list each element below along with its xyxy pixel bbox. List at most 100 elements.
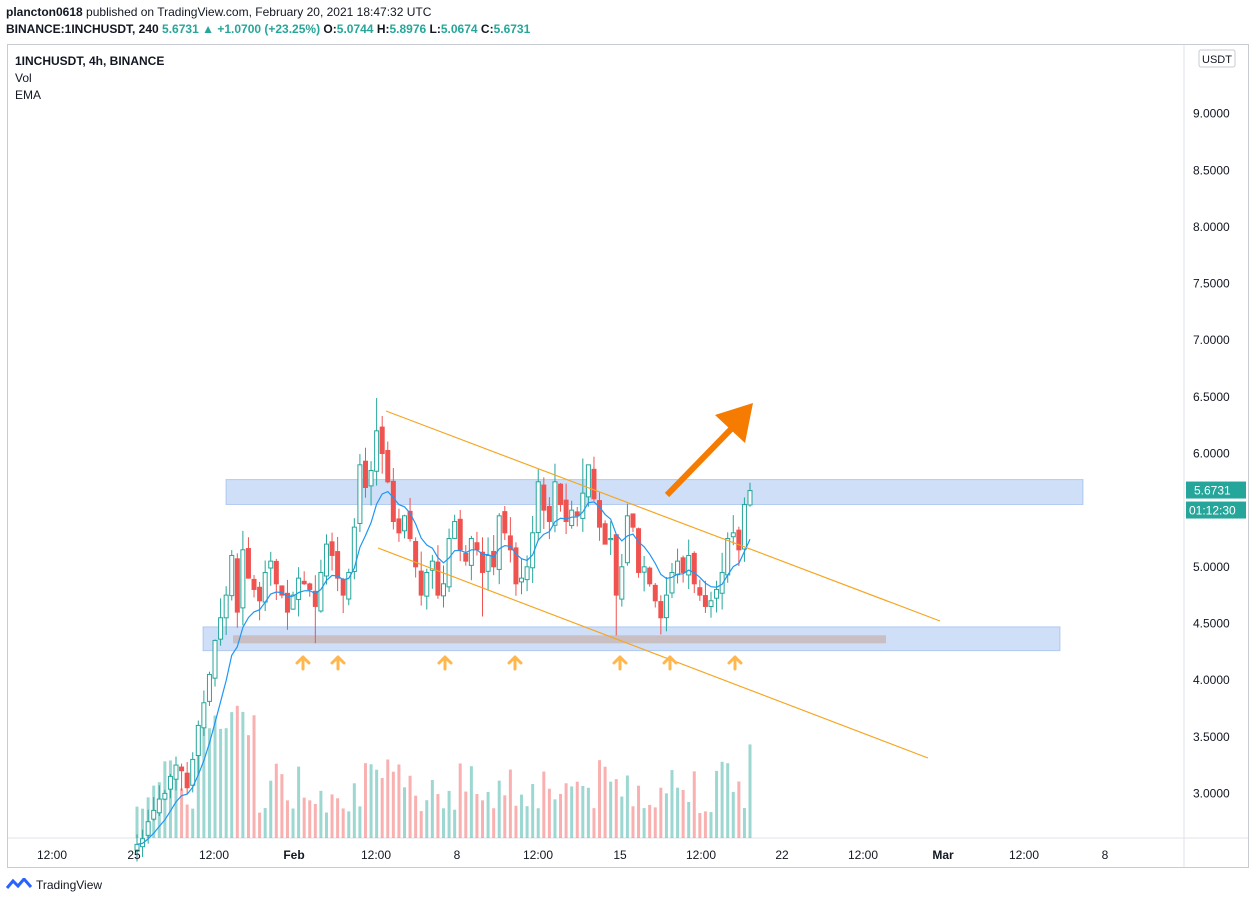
candle-body[interactable] xyxy=(597,500,603,528)
candle-body[interactable] xyxy=(335,551,341,579)
candle-body[interactable] xyxy=(580,492,586,519)
candle-body[interactable] xyxy=(323,543,329,577)
candle-body[interactable] xyxy=(301,580,307,585)
candle-body[interactable] xyxy=(669,571,675,594)
candle-body[interactable] xyxy=(401,515,407,532)
candle-body[interactable] xyxy=(558,483,564,505)
candle-body[interactable] xyxy=(262,571,268,603)
candle-body[interactable] xyxy=(524,566,530,581)
candle-body[interactable] xyxy=(145,821,151,836)
legend-ema[interactable]: EMA xyxy=(15,88,42,102)
candle-body[interactable] xyxy=(357,464,363,524)
candle-body[interactable] xyxy=(591,468,597,500)
candle-body[interactable] xyxy=(429,560,435,571)
candle-body[interactable] xyxy=(284,592,290,613)
candle-body[interactable] xyxy=(201,702,207,729)
candle-body[interactable] xyxy=(206,673,212,702)
candle-body[interactable] xyxy=(245,548,251,579)
candle-body[interactable] xyxy=(647,567,653,585)
candle-body[interactable] xyxy=(502,511,508,534)
candle-body[interactable] xyxy=(675,560,681,576)
candle-body[interactable] xyxy=(652,584,658,602)
candle-body[interactable] xyxy=(546,505,552,522)
candle-body[interactable] xyxy=(418,570,424,596)
candle-body[interactable] xyxy=(151,809,157,820)
candle-body[interactable] xyxy=(195,724,201,757)
candle-body[interactable] xyxy=(218,617,224,640)
candle-body[interactable] xyxy=(630,513,636,528)
candle-body[interactable] xyxy=(362,460,368,488)
candle-body[interactable] xyxy=(613,534,619,596)
candle-body[interactable] xyxy=(374,430,380,472)
candle-body[interactable] xyxy=(641,566,647,573)
candle-body[interactable] xyxy=(725,537,731,576)
candle-body[interactable] xyxy=(368,469,374,487)
candle-body[interactable] xyxy=(346,571,352,600)
candle-body[interactable] xyxy=(318,571,324,612)
candle-body[interactable] xyxy=(686,554,692,576)
candle-body[interactable] xyxy=(446,537,452,588)
candle-body[interactable] xyxy=(585,464,591,498)
currency-badge[interactable] xyxy=(1198,49,1236,68)
candle-body[interactable] xyxy=(574,511,580,517)
candle-body[interactable] xyxy=(435,561,441,596)
candle-body[interactable] xyxy=(379,426,385,455)
candle-body[interactable] xyxy=(234,558,240,613)
candle-body[interactable] xyxy=(396,518,402,534)
candle-body[interactable] xyxy=(719,571,725,594)
candle-body[interactable] xyxy=(624,515,630,564)
candle-body[interactable] xyxy=(636,528,642,573)
candle-body[interactable] xyxy=(329,541,335,556)
candle-body[interactable] xyxy=(680,557,686,573)
legend-vol[interactable]: Vol xyxy=(15,71,32,85)
candle-body[interactable] xyxy=(413,540,419,568)
candle-body[interactable] xyxy=(619,566,625,600)
candle-body[interactable] xyxy=(702,595,708,607)
candle-body[interactable] xyxy=(468,537,474,566)
candle-body[interactable] xyxy=(663,594,669,619)
candle-body[interactable] xyxy=(491,550,497,568)
candle-body[interactable] xyxy=(340,578,346,596)
candle-body[interactable] xyxy=(251,578,257,590)
candle-body[interactable] xyxy=(736,529,742,551)
candle-body[interactable] xyxy=(307,583,313,590)
candle-body[interactable] xyxy=(552,481,558,526)
candle-body[interactable] xyxy=(485,554,491,572)
candle-body[interactable] xyxy=(507,535,513,551)
candle-body[interactable] xyxy=(179,766,185,772)
candle-body[interactable] xyxy=(730,532,736,538)
candle-body[interactable] xyxy=(296,577,302,600)
candle-body[interactable] xyxy=(563,499,569,522)
candle-body[interactable] xyxy=(212,639,218,679)
candle-body[interactable] xyxy=(513,547,519,585)
candle-body[interactable] xyxy=(351,526,357,573)
candle-body[interactable] xyxy=(162,792,168,800)
candle-body[interactable] xyxy=(541,484,547,511)
candle-body[interactable] xyxy=(268,560,274,569)
candle-body[interactable] xyxy=(173,764,179,780)
footer-brand[interactable]: TradingView xyxy=(6,878,102,892)
candle-body[interactable] xyxy=(223,594,229,619)
candle-body[interactable] xyxy=(747,490,753,506)
candle-body[interactable] xyxy=(474,542,480,551)
candle-body[interactable] xyxy=(708,600,714,607)
candle-body[interactable] xyxy=(519,577,525,583)
candle-body[interactable] xyxy=(691,552,697,585)
candle-body[interactable] xyxy=(602,523,608,545)
candle-body[interactable] xyxy=(385,450,391,483)
candle-body[interactable] xyxy=(452,520,458,539)
candle-body[interactable] xyxy=(480,551,486,573)
candle-body[interactable] xyxy=(229,554,235,597)
candle-body[interactable] xyxy=(190,758,196,786)
candle-body[interactable] xyxy=(496,515,502,570)
candle-body[interactable] xyxy=(257,586,263,602)
candle-body[interactable] xyxy=(290,594,296,610)
candle-body[interactable] xyxy=(273,560,279,585)
candle-body[interactable] xyxy=(167,775,173,790)
candle-body[interactable] xyxy=(184,772,190,789)
candle-body[interactable] xyxy=(407,510,413,539)
candle-body[interactable] xyxy=(312,590,318,607)
candle-body[interactable] xyxy=(714,588,720,599)
candle-body[interactable] xyxy=(463,552,469,562)
